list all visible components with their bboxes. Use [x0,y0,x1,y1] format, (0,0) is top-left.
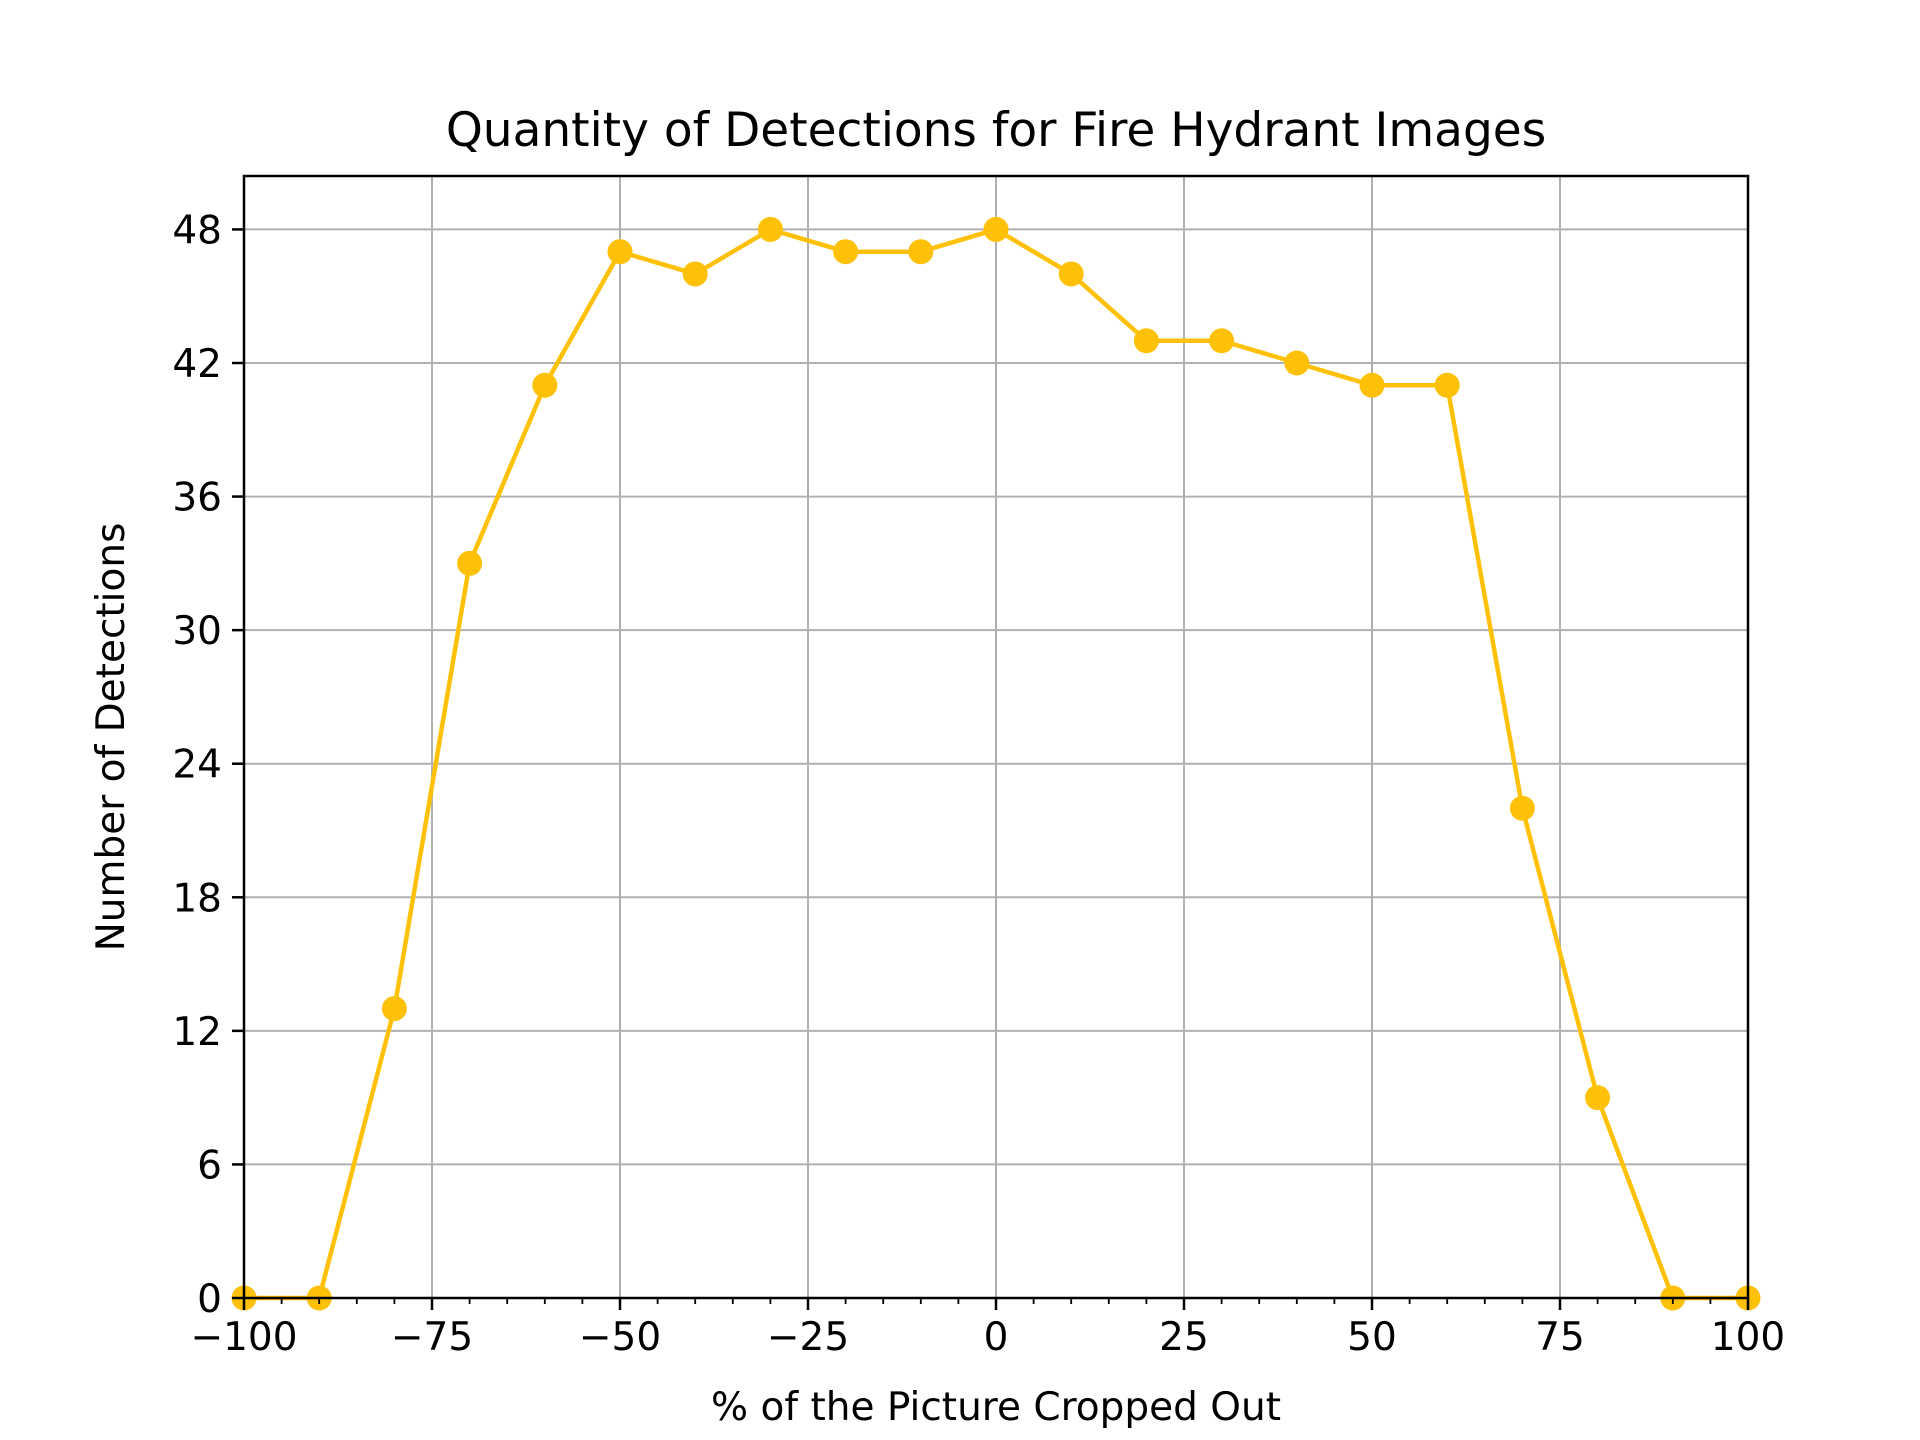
x-tick-label: 0 [984,1315,1009,1360]
x-tick-label: −100 [190,1315,297,1360]
y-tick-label: 48 [172,208,222,253]
y-tick-label: 0 [197,1277,222,1322]
data-point [908,239,934,265]
series-layer [231,216,1761,1311]
data-point [1133,328,1159,354]
data-point [1209,328,1235,354]
y-tick-label: 18 [172,876,222,921]
data-point [682,261,708,287]
x-tick-label: −75 [391,1315,473,1360]
y-tick-label: 30 [172,609,222,654]
y-axis-title: Number of Detections [89,523,134,952]
x-tick-label: 75 [1535,1315,1585,1360]
data-point [532,372,558,398]
ticks: −100 −75 −50 −25 0 25 50 75 100 0 6 12 18 24 30 36 42 48 [172,208,1785,1360]
data-point [457,550,483,576]
y-tick-label: 36 [172,476,222,521]
x-tick-label: −25 [767,1315,849,1360]
data-point [1359,372,1385,398]
data-point [607,239,633,265]
x-tick-label: −50 [579,1315,661,1360]
y-tick-label: 6 [197,1143,222,1188]
data-point [833,239,859,265]
y-tick-label: 24 [172,743,222,788]
data-point [381,996,407,1022]
chart-title: Quantity of Detections for Fire Hydrant … [446,103,1546,158]
data-point [1509,795,1535,821]
y-tick-label: 12 [172,1010,222,1055]
x-axis-title: % of the Picture Cropped Out [711,1385,1281,1430]
data-point [1434,372,1460,398]
x-tick-label: 50 [1347,1315,1397,1360]
data-point [757,216,783,242]
x-tick-label: 100 [1711,1315,1785,1360]
y-tick-label: 42 [172,342,222,387]
data-point [1585,1085,1611,1111]
data-point [983,216,1009,242]
x-tick-label: 25 [1159,1315,1209,1360]
data-point [1284,350,1310,376]
data-point [1058,261,1084,287]
